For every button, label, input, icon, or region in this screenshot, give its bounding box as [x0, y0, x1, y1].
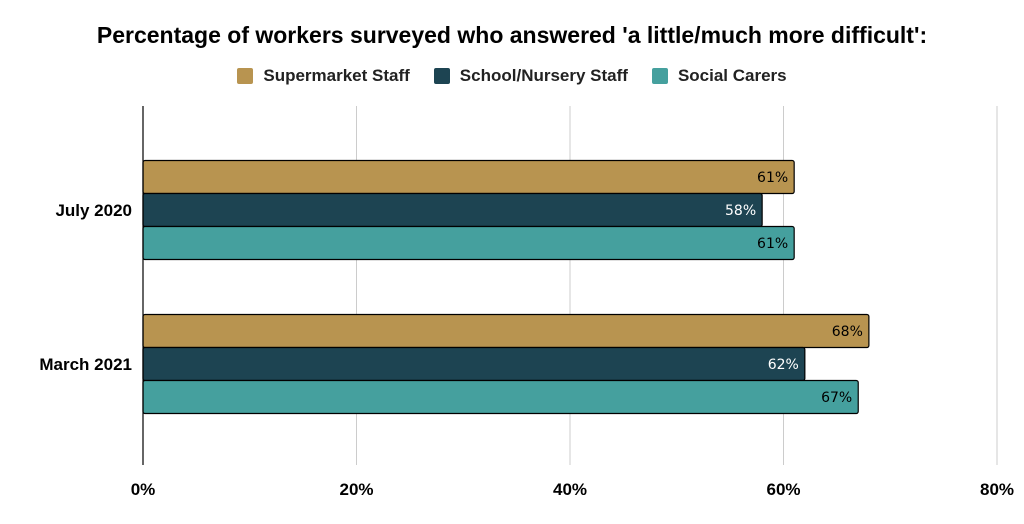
- x-tick-label: 80%: [980, 480, 1014, 499]
- chart-title: Percentage of workers surveyed who answe…: [96, 22, 928, 48]
- bar: [142, 192, 763, 228]
- legend-item-supermarket-staff: Supermarket Staff: [237, 66, 410, 86]
- legend-item-social-carers: Social Carers: [651, 66, 787, 86]
- bar-value-label: 62%: [768, 357, 799, 373]
- y-category-label: March 2021: [39, 355, 132, 374]
- legend-label-social-carers: Social Carers: [677, 66, 787, 85]
- bar-value-label: 68%: [832, 324, 863, 340]
- y-category-label: July 2020: [55, 201, 132, 220]
- legend-swatch-supermarket-staff: [237, 68, 254, 84]
- legend-item-school-nursery-staff: School/Nursery Staff: [433, 66, 628, 86]
- bar: [142, 225, 795, 261]
- legend-label-supermarket-staff: Supermarket Staff: [263, 66, 410, 85]
- x-tick-label: 60%: [766, 480, 800, 499]
- bar: [142, 346, 806, 382]
- x-tick-label: 0%: [131, 480, 156, 499]
- bar: [142, 159, 795, 195]
- bar: [142, 313, 870, 349]
- bar: [142, 379, 859, 415]
- bar-value-label: 67%: [821, 390, 852, 406]
- legend-swatch-social-carers: [651, 68, 668, 84]
- x-tick-label: 20%: [339, 480, 373, 499]
- legend-swatch-school-nursery-staff: [433, 68, 450, 84]
- bar-value-label: 61%: [757, 170, 788, 186]
- bar-value-label: 58%: [725, 203, 756, 219]
- legend: Supermarket Staff School/Nursery Staff S…: [0, 66, 1024, 86]
- x-tick-label: 40%: [553, 480, 587, 499]
- bar-value-label: 61%: [757, 236, 788, 252]
- legend-label-school-nursery-staff: School/Nursery Staff: [459, 66, 628, 85]
